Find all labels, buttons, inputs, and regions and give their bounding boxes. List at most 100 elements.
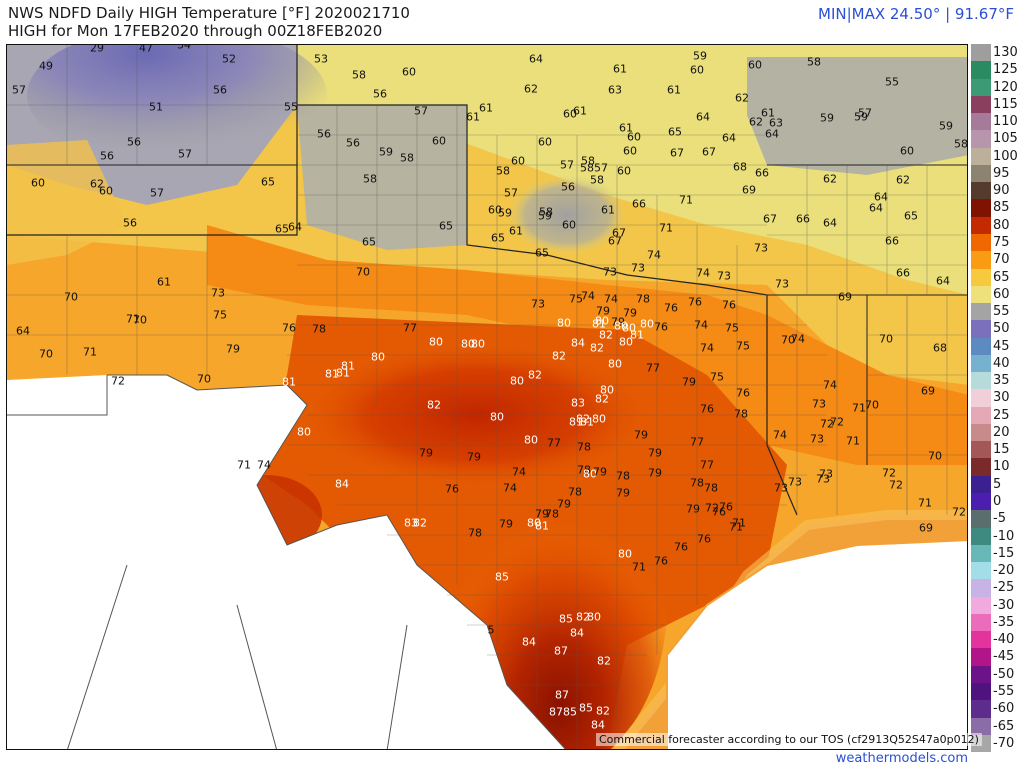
website-link[interactable]: weathermodels.com [835,751,968,766]
legend-swatch [971,631,991,649]
station-temperature-label: 61 [761,106,775,120]
legend-row: 30 [971,389,1024,407]
station-temperature-label: 79 [499,517,513,531]
station-temperature-label: 73 [775,277,789,291]
station-temperature-label: 65 [275,222,289,236]
legend-label: 0 [993,494,1002,510]
legend-row: -65 [971,717,1024,735]
station-temperature-label: 57 [414,104,428,118]
legend-swatch [971,682,991,701]
station-temperature-label: 80 [614,319,628,333]
station-temperature-label: 70 [356,265,370,279]
station-temperature-label: 79 [648,446,662,460]
station-temperature-label: 79 [557,497,571,511]
station-temperature-label: 80 [592,412,606,426]
station-temperature-label: 75 [725,321,739,335]
station-temperature-label: 80 [461,337,475,351]
station-temperature-label: 72 [952,505,966,519]
station-temperature-label: 73 [211,286,225,300]
grey-zone-northeast [747,57,967,175]
station-temperature-label: 61 [667,83,681,97]
southwest-yellow-zone [7,140,127,265]
station-temperature-label: 66 [896,266,910,280]
station-temperature-label: 72 [830,415,844,429]
legend-label: 90 [993,183,1010,199]
station-temperature-label: 79 [648,466,662,480]
legend-row: 105 [971,130,1024,148]
legend-swatch [971,78,991,96]
station-temperature-label: 80 [510,374,524,388]
legend-label: -25 [993,580,1015,596]
station-temperature-label: 71 [846,434,860,448]
station-temperature-label: 73 [816,472,830,486]
station-temperature-label: 67 [702,145,716,159]
station-temperature-label: 58 [352,68,366,82]
legend-label: 110 [993,114,1018,130]
station-temperature-label: 74 [503,481,517,495]
station-temperature-label: 76 [674,540,688,554]
station-temperature-label: 74 [700,341,714,355]
legend-label: -5 [993,511,1006,527]
station-temperature-label: 80 [618,547,632,561]
station-temperature-label: 61 [466,110,480,124]
station-temperature-label: 71 [729,520,743,534]
temperature-map[interactable]: 29 47 34 49 52 53 64 59 58 58 60 61 60 60 55 57 56 56 62 63… [6,44,968,750]
station-temperature-label: 79 [596,304,610,318]
mexico-state-borders [67,564,408,749]
station-temperature-label: 72 [889,478,903,492]
legend-label: 55 [993,304,1010,320]
station-temperature-label: 57 [150,186,164,200]
station-temperature-label: 60 [563,107,577,121]
station-temperature-label: 47 [139,44,153,55]
legend-label: 35 [993,373,1010,389]
station-temperature-label: 81 [282,375,296,389]
legend-label: 115 [993,96,1018,112]
station-temperature-label: 62 [749,115,763,129]
legend-swatch [971,251,991,269]
legend-row: 80 [971,216,1024,234]
station-temperature-label: 64 [874,190,888,204]
legend-swatch [971,268,991,286]
station-temperature-label: 59 [939,119,953,133]
station-temperature-label: 81 [325,367,339,381]
station-temperature-label: 70 [39,347,53,361]
arkansas-louisiana-borders [767,164,967,465]
station-temperature-label: 67 [612,226,626,240]
station-temperature-label: 64 [765,127,779,141]
legend-swatch [971,475,991,494]
legend-row: -45 [971,648,1024,666]
station-temperature-label: 85 [563,705,577,719]
station-temperature-label: 64 [722,131,736,145]
station-temperature-label: 79 [623,306,637,320]
legend-row: 50 [971,320,1024,338]
station-temperature-label: 79 [593,465,607,479]
station-temperature-label: 57 [178,147,192,161]
station-temperature-label: 56 [123,216,137,230]
station-temperature-label: 72 [820,417,834,431]
station-temperature-label: 29 [90,44,104,55]
station-temperature-label: 67 [608,234,622,248]
map-title: NWS NDFD Daily HIGH Temperature [°F] 202… [8,4,410,40]
legend-swatch [971,337,991,355]
station-temperature-label: 58 [590,173,604,187]
station-temperature-label: 73 [812,397,826,411]
station-temperature-label: 75 [569,292,583,306]
station-temperature-label: 74 [257,458,271,472]
legend-label: 85 [993,200,1010,216]
station-temperature-label: 61 [613,62,627,76]
station-temperature-label: 70 [865,398,879,412]
legend-row: -35 [971,613,1024,632]
station-temperature-label: 66 [755,166,769,180]
legend-row: 115 [971,95,1024,114]
station-temperature-label: 78 [734,407,748,421]
station-temperature-label: 73 [810,432,824,446]
legend-swatch [971,544,991,563]
station-temperature-label: 61 [619,121,633,135]
legend-swatch [971,44,991,62]
station-temperature-label: 59 [379,145,393,159]
station-temperature-label: 78 [704,481,718,495]
legend-row: 0 [971,493,1024,511]
station-temperature-label: 76 [722,298,736,312]
station-temperature-label: 74 [694,318,708,332]
station-temperature-label: 80 [490,410,504,424]
